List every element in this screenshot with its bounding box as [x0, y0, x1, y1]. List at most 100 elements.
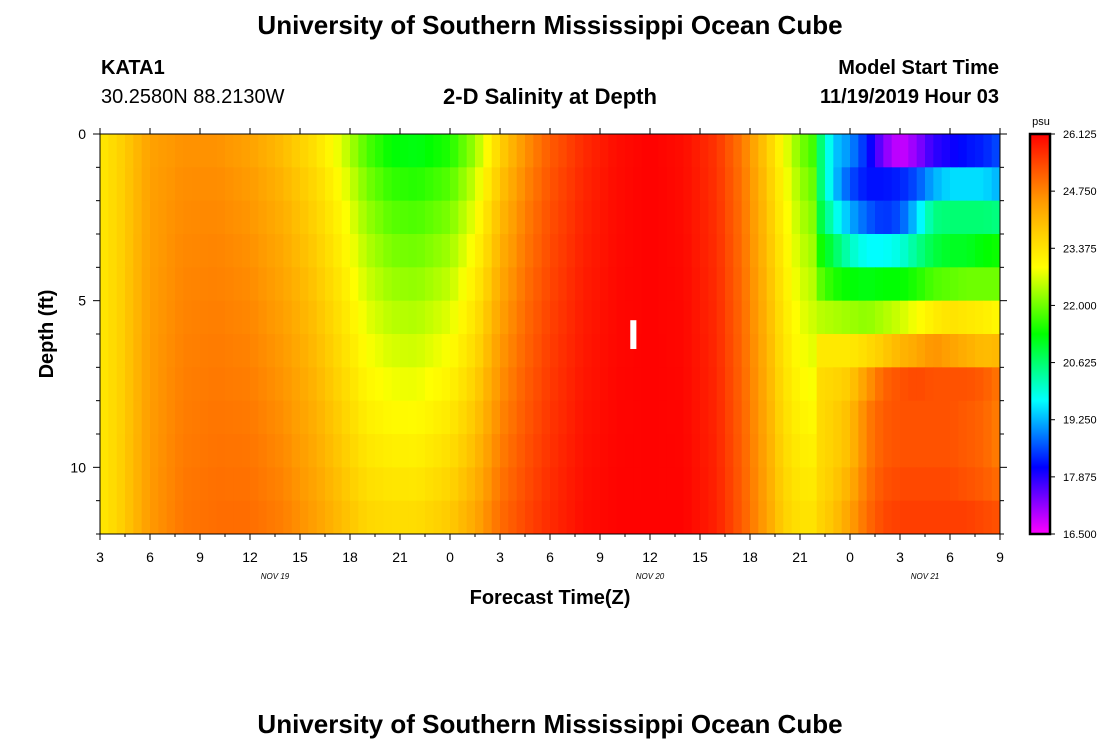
heatmap-cell	[208, 134, 218, 168]
heatmap-cell	[466, 400, 476, 435]
heatmap-cell	[891, 167, 901, 202]
heatmap-cell	[950, 400, 959, 435]
heatmap-cell	[725, 200, 734, 235]
heatmap-cell	[283, 300, 293, 335]
heatmap-cell	[725, 167, 734, 202]
heatmap-cell	[183, 267, 193, 302]
heatmap-cell	[933, 267, 943, 302]
heatmap-cell	[591, 167, 601, 202]
heatmap-cell	[433, 300, 443, 335]
heatmap-cell	[833, 434, 843, 468]
heatmap-cell	[458, 434, 468, 468]
heatmap-cell	[875, 200, 884, 235]
heatmap-cell	[550, 267, 559, 302]
heatmap-cell	[550, 467, 559, 502]
heatmap-cell	[758, 500, 768, 535]
heatmap-cell	[400, 434, 409, 468]
heatmap-cell	[558, 267, 568, 302]
heatmap-cell	[933, 467, 943, 502]
heatmap-cell	[466, 134, 476, 168]
heatmap-cell	[783, 134, 793, 168]
heatmap-cell	[291, 134, 301, 168]
heatmap-cell	[233, 267, 243, 302]
heatmap-cell	[741, 200, 751, 235]
heatmap-cell	[158, 167, 168, 202]
heatmap-cell	[800, 200, 809, 235]
heatmap-cell	[341, 167, 351, 202]
heatmap-cell	[300, 167, 309, 202]
heatmap-cell	[675, 200, 684, 235]
heatmap-cell	[491, 134, 501, 168]
heatmap-cell	[700, 200, 709, 235]
heatmap-cell	[258, 300, 268, 335]
heatmap-cell	[733, 267, 743, 302]
heatmap-cell	[908, 267, 918, 302]
heatmap-cell	[991, 200, 1001, 235]
heatmap-cell	[916, 200, 926, 235]
heatmap-cell	[741, 400, 751, 435]
heatmap-cell	[400, 267, 409, 302]
heatmap-cell	[933, 334, 943, 368]
heatmap-cell	[483, 200, 493, 235]
heatmap-cell	[841, 267, 851, 302]
heatmap-cell	[966, 367, 976, 402]
heatmap-cell	[941, 234, 951, 268]
heatmap-cell	[500, 367, 509, 402]
heatmap-cell	[408, 500, 418, 535]
heatmap-cell	[666, 500, 676, 535]
heatmap-cell	[366, 267, 376, 302]
heatmap-cell	[975, 467, 984, 502]
heatmap-cell	[108, 400, 118, 435]
heatmap-cell	[125, 200, 134, 235]
heatmap-cell	[300, 267, 309, 302]
heatmap-cell	[775, 234, 784, 268]
heatmap-cell	[841, 334, 851, 368]
heatmap-cell	[416, 467, 426, 502]
heatmap-cell	[950, 367, 959, 402]
heatmap-cell	[175, 134, 184, 168]
heatmap-cell	[158, 400, 168, 435]
heatmap-cell	[458, 167, 468, 202]
heatmap-cell	[166, 500, 176, 535]
heatmap-cell	[175, 300, 184, 335]
heatmap-cell	[450, 267, 459, 302]
colorbar-label: 16.500	[1063, 529, 1097, 541]
heatmap-cell	[808, 200, 818, 235]
heatmap-cell	[625, 367, 634, 402]
heatmap-cell	[450, 434, 459, 468]
heatmap-cell	[958, 500, 968, 535]
heatmap-cell	[708, 367, 718, 402]
heatmap-cell	[325, 500, 334, 535]
heatmap-cell	[800, 334, 809, 368]
heatmap-cell	[450, 467, 459, 502]
x-tick-label: 18	[342, 549, 358, 565]
heatmap-cell	[633, 500, 643, 535]
heatmap-cell	[875, 167, 884, 202]
heatmap-cell	[433, 500, 443, 535]
heatmap-cell	[441, 267, 451, 302]
heatmap-cell	[783, 200, 793, 235]
heatmap-cell	[866, 400, 876, 435]
heatmap-cell	[425, 200, 434, 235]
heatmap-cell	[333, 134, 343, 168]
heatmap-cell	[816, 334, 826, 368]
heatmap-cell	[908, 234, 918, 268]
colorbar-label: 19.250	[1063, 415, 1097, 427]
heatmap-cell	[691, 167, 701, 202]
heatmap-cell	[283, 467, 293, 502]
heatmap-cell	[208, 300, 218, 335]
heatmap-cell	[741, 267, 751, 302]
heatmap-cell	[558, 467, 568, 502]
heatmap-cell	[241, 267, 251, 302]
heatmap-cell	[975, 167, 984, 202]
heatmap-cell	[625, 167, 634, 202]
heatmap-cell	[941, 300, 951, 335]
heatmap-cell	[166, 400, 176, 435]
heatmap-cell	[166, 167, 176, 202]
heatmap-cell	[883, 367, 893, 402]
heatmap-cell	[575, 200, 584, 235]
heatmap-cell	[550, 200, 559, 235]
heatmap-cell	[100, 334, 109, 368]
heatmap-cell	[583, 467, 593, 502]
heatmap-cell	[266, 267, 276, 302]
